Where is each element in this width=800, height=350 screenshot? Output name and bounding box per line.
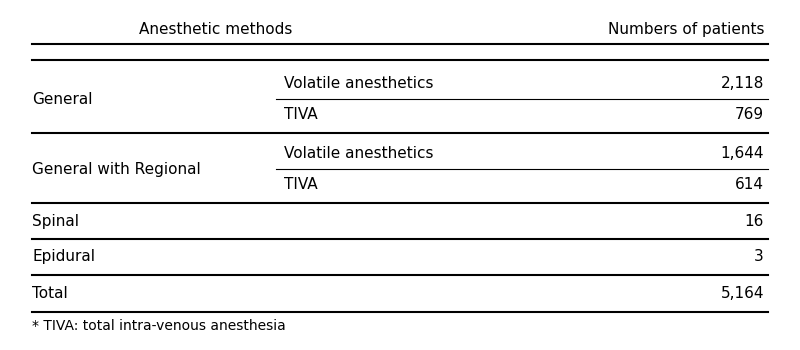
- Text: Volatile anesthetics: Volatile anesthetics: [284, 77, 434, 91]
- Text: * TIVA: total intra-venous anesthesia: * TIVA: total intra-venous anesthesia: [32, 318, 286, 332]
- Text: 5,164: 5,164: [721, 287, 764, 301]
- Text: Numbers of patients: Numbers of patients: [607, 22, 764, 37]
- Text: 2,118: 2,118: [721, 77, 764, 91]
- Text: Epidural: Epidural: [32, 249, 95, 264]
- Text: TIVA: TIVA: [284, 107, 318, 122]
- Text: 3: 3: [754, 249, 764, 264]
- Text: General with Regional: General with Regional: [32, 162, 201, 177]
- Text: TIVA: TIVA: [284, 177, 318, 192]
- Text: General: General: [32, 92, 93, 107]
- Text: Spinal: Spinal: [32, 214, 79, 229]
- Text: Volatile anesthetics: Volatile anesthetics: [284, 147, 434, 161]
- Text: 1,644: 1,644: [721, 147, 764, 161]
- Text: Total: Total: [32, 287, 68, 301]
- Text: Anesthetic methods: Anesthetic methods: [139, 22, 293, 37]
- Text: 614: 614: [735, 177, 764, 192]
- Text: 16: 16: [745, 214, 764, 229]
- Text: 769: 769: [735, 107, 764, 122]
